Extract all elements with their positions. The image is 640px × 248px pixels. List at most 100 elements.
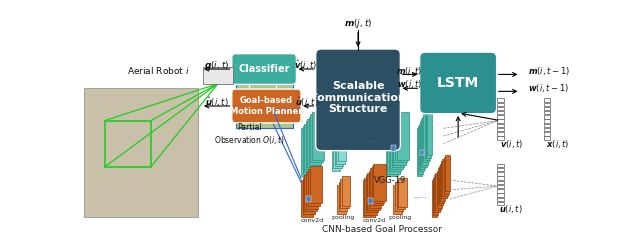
- Bar: [435, 173, 441, 210]
- Bar: [497, 168, 504, 171]
- Bar: [394, 117, 406, 164]
- Bar: [301, 180, 314, 217]
- Text: LSTM: LSTM: [437, 76, 479, 90]
- Text: Classifier: Classifier: [238, 64, 290, 74]
- Text: $\boldsymbol{x}(i,t)$: $\boldsymbol{x}(i,t)$: [546, 138, 569, 150]
- Bar: [364, 178, 376, 215]
- Bar: [420, 121, 426, 169]
- Text: Partial
Observation $O(i,t)$: Partial Observation $O(i,t)$: [214, 123, 285, 146]
- Bar: [369, 171, 381, 208]
- Text: $\boldsymbol{w}(i,t-1)$: $\boldsymbol{w}(i,t-1)$: [528, 82, 569, 94]
- Bar: [497, 193, 504, 197]
- Bar: [420, 150, 424, 155]
- Bar: [543, 136, 550, 140]
- Text: Goal-based
Motion Planner: Goal-based Motion Planner: [230, 96, 303, 116]
- Text: ......: ......: [364, 137, 377, 143]
- Bar: [497, 202, 504, 205]
- Bar: [497, 172, 504, 176]
- Bar: [392, 119, 404, 167]
- Bar: [497, 102, 504, 106]
- Bar: [337, 185, 346, 214]
- Bar: [368, 198, 372, 204]
- Text: $\hat{\boldsymbol{v}}(i,t)$: $\hat{\boldsymbol{v}}(i,t)$: [294, 59, 317, 72]
- Text: conv2d: conv2d: [363, 218, 386, 223]
- Bar: [391, 145, 396, 152]
- Bar: [397, 180, 405, 209]
- Bar: [426, 110, 431, 157]
- Bar: [497, 120, 504, 123]
- Bar: [308, 117, 321, 164]
- Bar: [333, 128, 342, 168]
- Bar: [497, 128, 504, 131]
- Bar: [372, 166, 384, 203]
- Bar: [371, 168, 383, 205]
- Bar: [395, 115, 407, 162]
- Bar: [395, 182, 403, 212]
- Bar: [445, 155, 450, 191]
- Bar: [440, 164, 445, 201]
- Bar: [424, 112, 430, 160]
- Bar: [543, 128, 550, 131]
- Bar: [543, 120, 550, 123]
- Bar: [444, 157, 449, 194]
- Bar: [304, 124, 316, 171]
- Text: VGG-19: VGG-19: [374, 176, 406, 185]
- Bar: [394, 185, 402, 214]
- Bar: [387, 126, 399, 174]
- Bar: [418, 126, 423, 174]
- Bar: [335, 126, 344, 166]
- Bar: [432, 180, 437, 217]
- Bar: [365, 175, 378, 212]
- Bar: [310, 115, 323, 162]
- Bar: [303, 126, 315, 174]
- Bar: [306, 172, 319, 209]
- Bar: [301, 128, 314, 176]
- Text: $\hat{\boldsymbol{u}}(i,t)$: $\hat{\boldsymbol{u}}(i,t)$: [296, 95, 319, 109]
- Bar: [497, 107, 504, 110]
- Bar: [397, 112, 409, 160]
- Bar: [433, 178, 438, 215]
- Bar: [543, 132, 550, 136]
- Bar: [543, 115, 550, 119]
- Bar: [497, 132, 504, 136]
- Bar: [497, 181, 504, 184]
- Bar: [424, 115, 429, 162]
- Bar: [439, 166, 444, 203]
- FancyBboxPatch shape: [232, 89, 301, 123]
- Bar: [342, 176, 350, 206]
- Bar: [340, 179, 349, 208]
- Bar: [307, 196, 311, 202]
- Bar: [337, 124, 345, 164]
- Text: $\boldsymbol{m}(j,t)$: $\boldsymbol{m}(j,t)$: [344, 17, 372, 30]
- Bar: [417, 128, 422, 176]
- Bar: [306, 121, 318, 169]
- Text: $\boldsymbol{u}(i,t)$: $\boldsymbol{u}(i,t)$: [499, 203, 523, 215]
- Bar: [386, 128, 398, 176]
- Text: pooling: pooling: [332, 215, 355, 220]
- Bar: [497, 111, 504, 115]
- Bar: [497, 164, 504, 167]
- Text: $\boldsymbol{v}(i,t)$: $\boldsymbol{v}(i,t)$: [500, 138, 523, 150]
- Bar: [338, 121, 346, 161]
- Bar: [543, 111, 550, 115]
- Bar: [436, 171, 442, 208]
- FancyBboxPatch shape: [232, 54, 296, 84]
- Bar: [308, 169, 320, 206]
- Bar: [389, 124, 401, 171]
- Bar: [398, 178, 406, 207]
- Bar: [497, 198, 504, 201]
- Bar: [543, 124, 550, 127]
- Bar: [497, 185, 504, 188]
- Bar: [419, 124, 424, 171]
- Text: conv2d: conv2d: [301, 218, 324, 223]
- Bar: [421, 119, 426, 167]
- Bar: [84, 88, 198, 217]
- Text: $\boldsymbol{w}(i,t)$: $\boldsymbol{w}(i,t)$: [397, 78, 422, 91]
- Bar: [373, 164, 386, 201]
- Bar: [105, 121, 151, 167]
- Bar: [305, 175, 317, 212]
- Bar: [250, 82, 276, 107]
- Bar: [310, 166, 322, 203]
- Bar: [441, 161, 447, 198]
- Bar: [497, 115, 504, 119]
